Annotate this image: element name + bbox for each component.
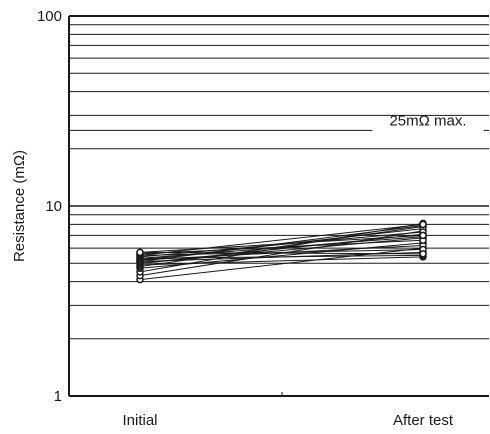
y-tick-label: 1 [54,388,62,405]
grid [69,24,489,340]
series-line [139,233,424,264]
series-line [139,254,424,259]
x-tick-label: After test [393,412,454,429]
series-line [139,239,424,255]
x-tick-labels: Initial After test [122,412,453,429]
max-limit-label: 25mΩ max. [389,112,466,129]
y-tick-label: 100 [37,8,62,25]
data-point [419,250,427,258]
annotation-group: 25mΩ max. [69,112,489,131]
series-line [139,249,424,256]
data-point [419,220,427,229]
series-line [139,256,424,266]
y-axis-label: Resistance (mΩ) [11,150,28,262]
data-point [136,248,144,257]
series-20 [136,231,427,257]
y-tick-label: 10 [45,198,62,215]
series-line [139,234,424,253]
series-line [139,251,424,255]
data-point [419,231,427,240]
plot-frame [68,15,489,397]
y-tick-labels: 1 10 100 [37,8,62,405]
series-line [139,242,424,269]
x-tick-label: Initial [122,412,157,429]
series-line [139,223,424,256]
series-group [136,219,427,284]
